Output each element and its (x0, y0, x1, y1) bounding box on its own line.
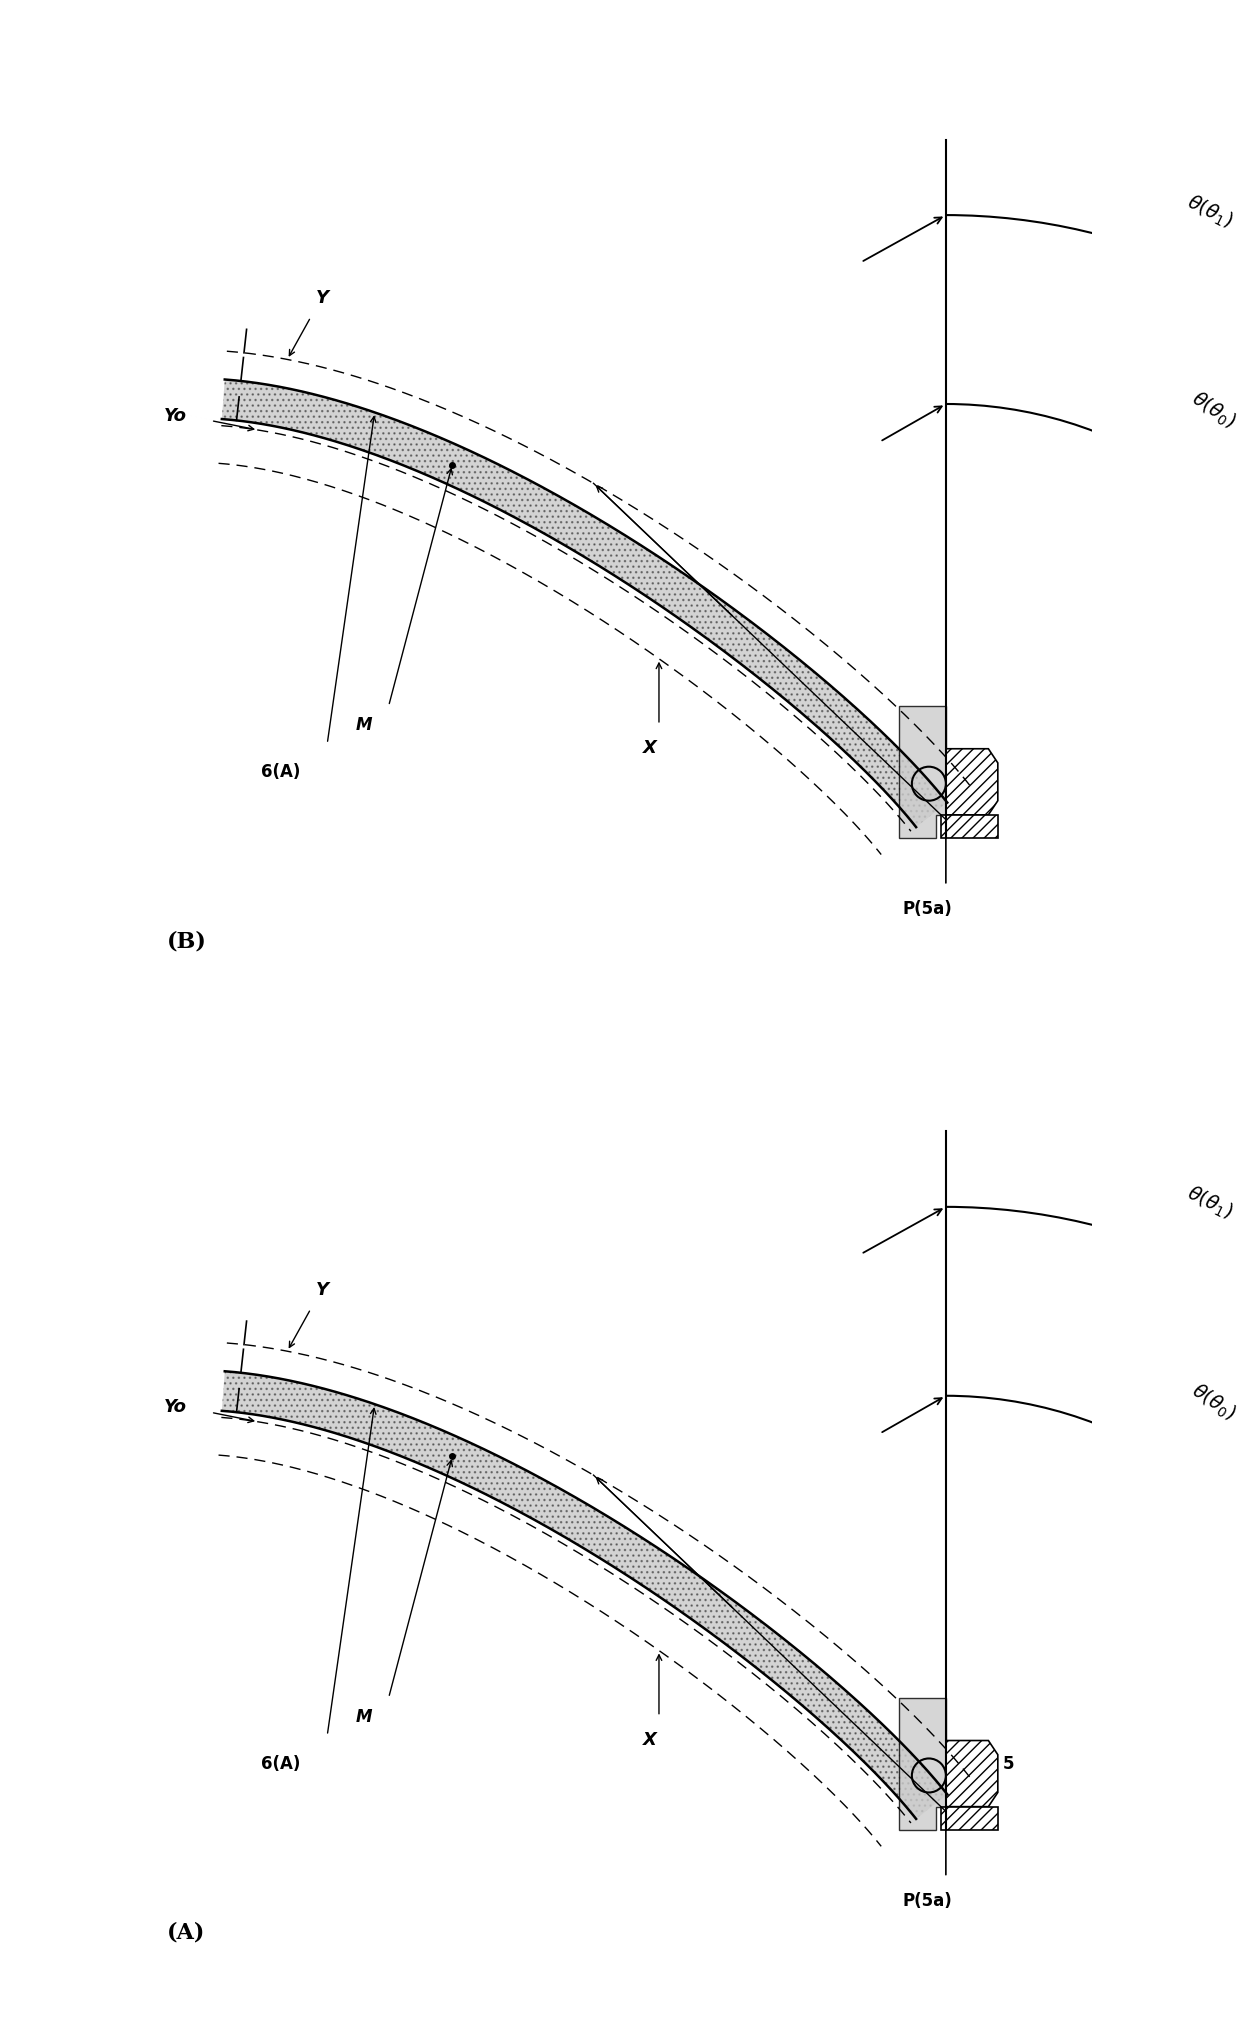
Polygon shape (899, 706, 946, 839)
Polygon shape (941, 815, 998, 839)
Text: P(5a): P(5a) (903, 1892, 952, 1910)
Text: Y: Y (315, 288, 329, 307)
Text: (B): (B) (166, 930, 207, 952)
Text: M: M (356, 1708, 372, 1727)
Polygon shape (222, 1372, 947, 1819)
Text: X: X (642, 1731, 656, 1749)
Text: 5: 5 (1003, 1755, 1014, 1773)
Text: $\theta(\theta_1)$: $\theta(\theta_1)$ (1183, 1182, 1238, 1224)
Text: P(5a): P(5a) (903, 900, 952, 918)
Polygon shape (946, 748, 998, 815)
Polygon shape (941, 1807, 998, 1829)
Text: $\theta(\theta_0)$: $\theta(\theta_0)$ (1187, 1380, 1240, 1424)
Text: $\theta(\theta_0)$: $\theta(\theta_0)$ (1187, 387, 1240, 434)
Text: 6(A): 6(A) (262, 1755, 300, 1773)
Text: (A): (A) (166, 1922, 205, 1944)
Polygon shape (899, 1698, 946, 1829)
Text: M: M (356, 716, 372, 734)
Text: Y: Y (315, 1281, 329, 1299)
Text: Yo: Yo (164, 1398, 186, 1416)
Polygon shape (946, 1741, 998, 1807)
Text: 6(A): 6(A) (262, 762, 300, 781)
Text: $\theta(\theta_1)$: $\theta(\theta_1)$ (1183, 190, 1238, 232)
Polygon shape (222, 379, 947, 827)
Text: Yo: Yo (164, 407, 186, 424)
Text: X: X (642, 738, 656, 756)
